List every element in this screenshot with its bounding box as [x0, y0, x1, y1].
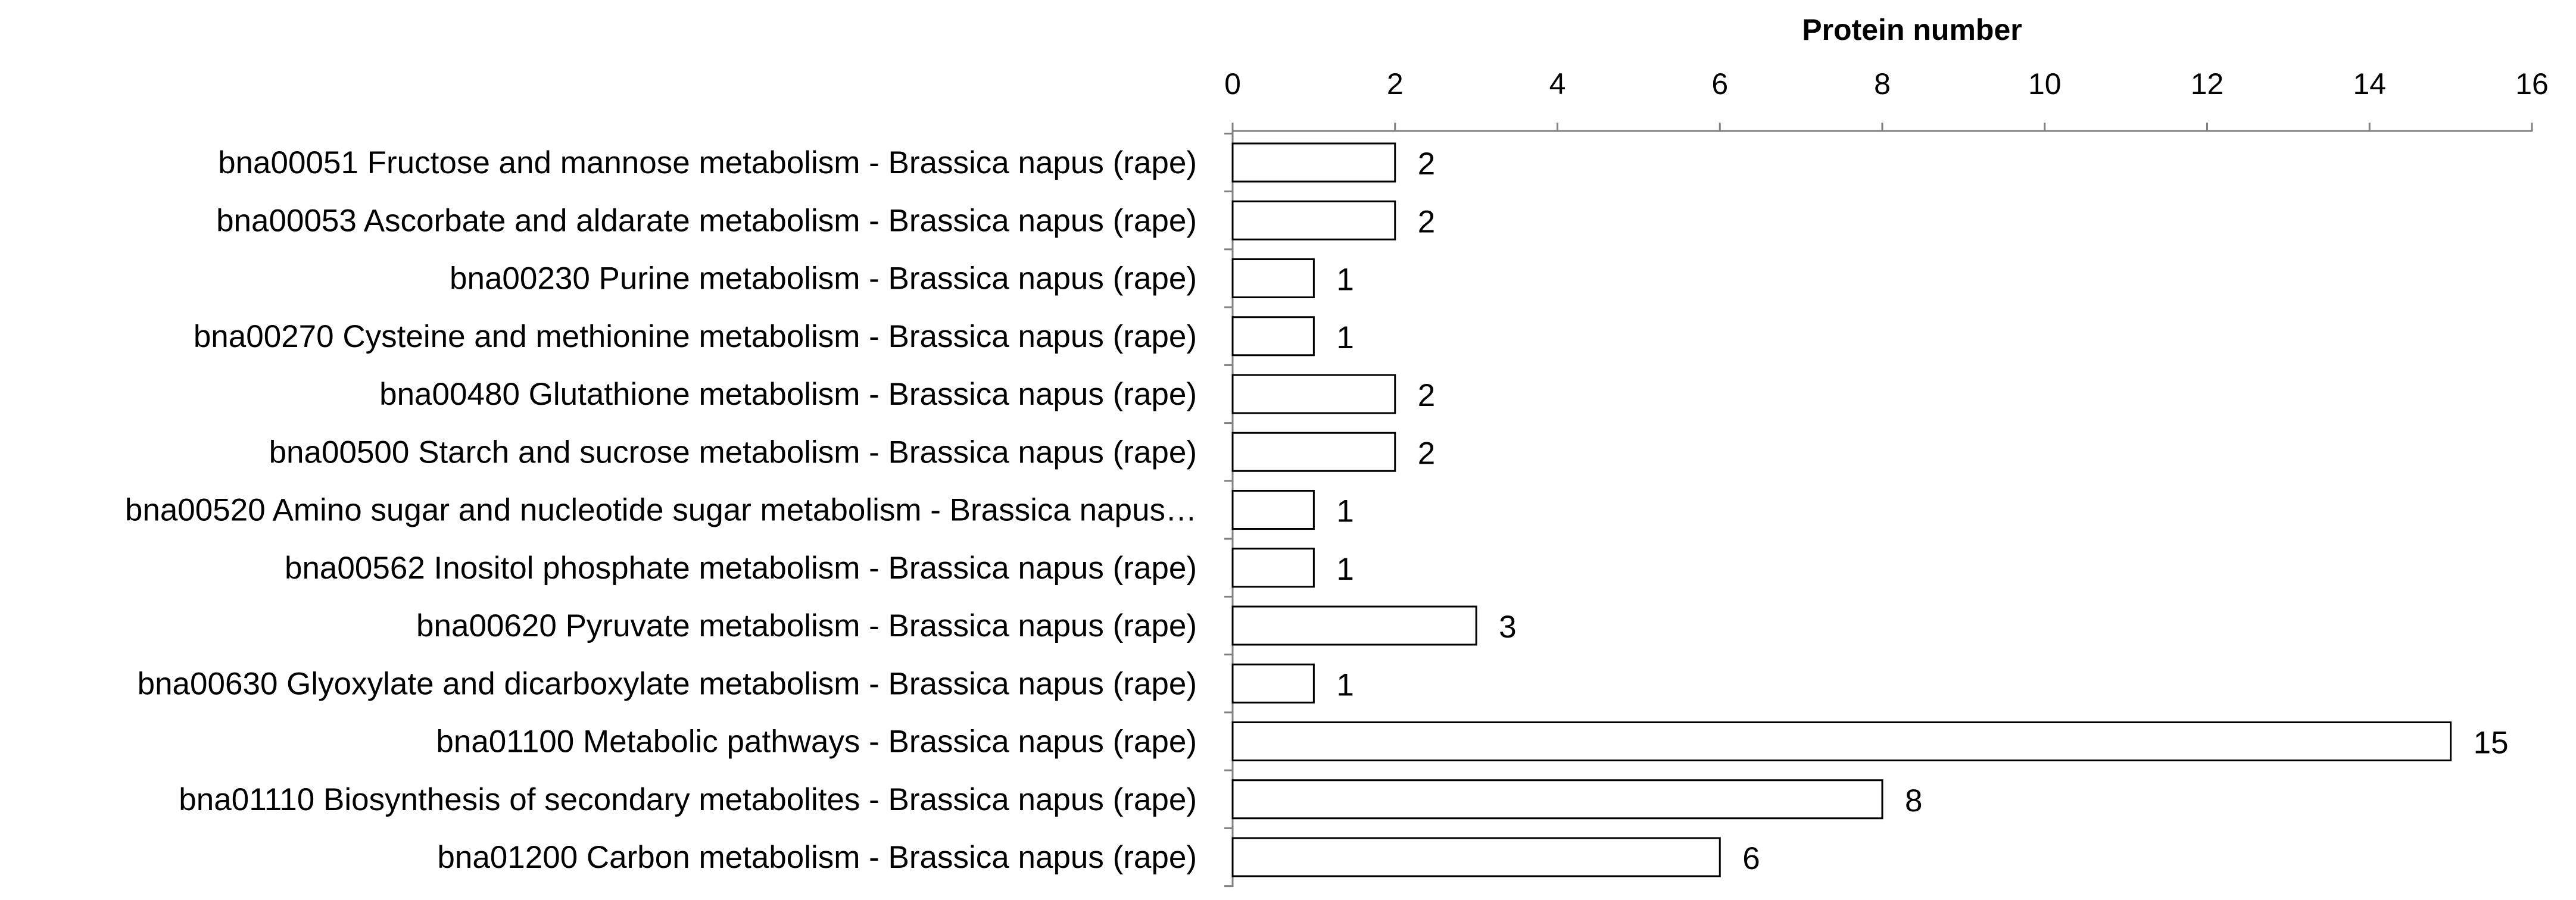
y-tick-label: bna00500 Starch and sucrose metabolism -… — [269, 435, 1197, 470]
data-label: 6 — [1742, 841, 1760, 876]
x-tick-label: 8 — [1874, 67, 1891, 101]
bars — [1231, 142, 2452, 877]
data-label: 1 — [1336, 552, 1354, 587]
y-tick-label: bna01100 Metabolic pathways - Brassica n… — [436, 724, 1197, 760]
bar — [1231, 374, 1396, 414]
y-tick-label: bna00630 Glyoxylate and dicarboxylate me… — [138, 666, 1197, 701]
bar — [1231, 779, 1883, 820]
data-label: 2 — [1418, 146, 1435, 182]
data-label: 2 — [1418, 204, 1435, 239]
x-axis-title: Protein number — [1802, 13, 2022, 46]
data-label: 1 — [1336, 494, 1354, 529]
data-label: 3 — [1499, 610, 1516, 645]
x-tick-label: 6 — [1711, 67, 1728, 101]
bar — [1231, 316, 1315, 357]
data-label: 15 — [2474, 726, 2509, 761]
data-label: 1 — [1336, 320, 1354, 355]
y-tick-label: bna00520 Amino sugar and nucleotide suga… — [125, 493, 1197, 528]
bar — [1231, 490, 1315, 530]
bar — [1231, 258, 1315, 298]
x-tick-label: 10 — [2028, 67, 2062, 101]
data-label: 2 — [1418, 378, 1435, 413]
bar — [1231, 721, 2452, 761]
data-label: 8 — [1905, 783, 1922, 818]
bar — [1231, 663, 1315, 704]
x-axis: 0 2 4 6 8 10 12 14 16 — [1224, 67, 2549, 132]
data-label: 2 — [1418, 436, 1435, 471]
bar — [1231, 605, 1477, 646]
y-tick-label: bna00620 Pyruvate metabolism - Brassica … — [416, 608, 1197, 643]
x-tick-label: 14 — [2353, 67, 2386, 101]
category-labels: bna00051 Fructose and mannose metabolism… — [125, 145, 1197, 875]
y-tick-label: bna00230 Purine metabolism - Brassica na… — [450, 261, 1197, 296]
y-tick-label: bna00053 Ascorbate and aldarate metaboli… — [216, 203, 1197, 238]
y-tick-label: bna00480 Glutathione metabolism - Brassi… — [379, 377, 1197, 412]
x-tick-label: 16 — [2515, 67, 2549, 101]
x-tick-label: 0 — [1224, 67, 1241, 101]
y-axis — [1224, 131, 1234, 888]
y-tick-label: bna01200 Carbon metabolism - Brassica na… — [437, 840, 1197, 875]
bar — [1231, 548, 1315, 588]
y-tick-label: bna00562 Inositol phosphate metabolism -… — [285, 551, 1197, 586]
data-label: 1 — [1336, 667, 1354, 702]
bar — [1231, 432, 1396, 472]
x-tick-label: 2 — [1387, 67, 1404, 101]
bar — [1231, 837, 1721, 877]
data-labels: 2 2 1 1 2 2 1 1 3 1 15 8 6 — [1336, 146, 2508, 876]
bar — [1231, 200, 1396, 240]
x-tick-label: 4 — [1549, 67, 1566, 101]
y-tick-label: bna00270 Cysteine and methionine metabol… — [194, 319, 1197, 354]
x-tick-label: 12 — [2191, 67, 2224, 101]
bar — [1231, 142, 1396, 183]
y-tick-label: bna01110 Biosynthesis of secondary metab… — [179, 782, 1197, 817]
y-tick-label: bna00051 Fructose and mannose metabolism… — [218, 145, 1197, 180]
data-label: 1 — [1336, 262, 1354, 298]
